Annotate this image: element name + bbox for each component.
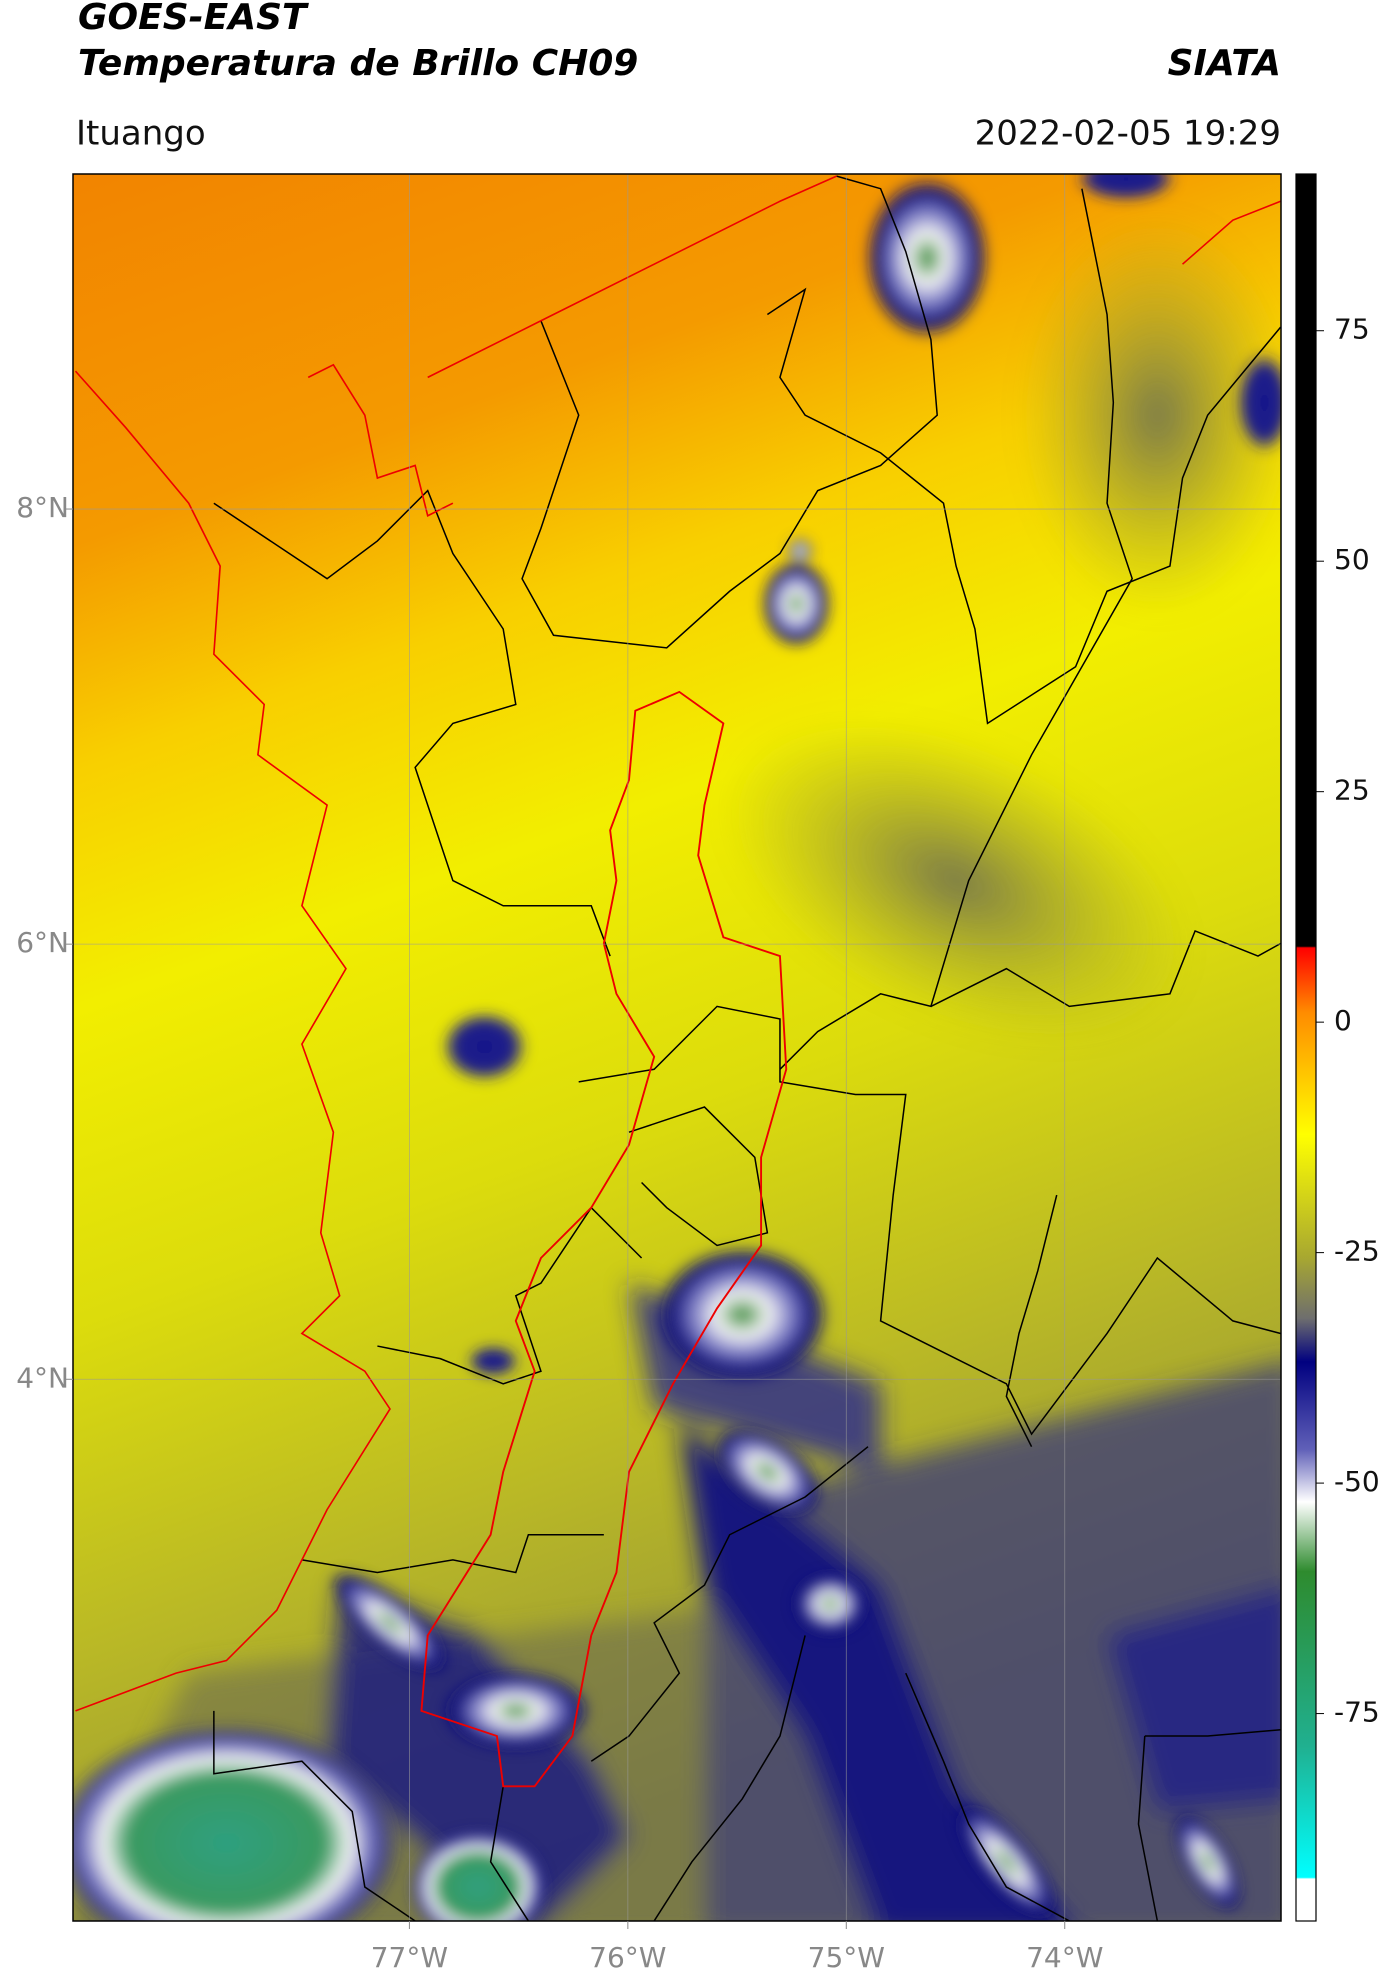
coastline [74,175,1281,1712]
colorbar-tick-label: 25 [1334,774,1370,807]
basin-outline [420,690,788,1788]
colorbar-tick-label: 0 [1334,1004,1352,1037]
title: GOES-EAST [78,0,309,38]
y-tick-label: 6°N [16,926,69,959]
datetime: 2022-02-05 19:29 [975,114,1281,154]
grid [73,174,1281,1921]
colorbar-tick-label: -25 [1334,1235,1380,1268]
map-frame [72,173,1282,1922]
x-tick-label: 75°W [808,1941,885,1974]
colorbar [1295,173,1317,1922]
subtitle: Temperatura de Brillo CH09 [78,43,638,84]
y-tick-label: 8°N [16,491,69,524]
colorbar-tick-label: 50 [1334,543,1370,576]
borders [213,175,1281,1921]
x-tick-label: 77°W [371,1941,448,1974]
x-tick-label: 74°W [1026,1941,1103,1974]
colorbar-tick-label: -75 [1334,1696,1380,1729]
location: Ituango [76,114,206,154]
y-tick-label: 4°N [16,1361,69,1394]
cloud-field [73,174,1281,1921]
x-tick-label: 76°W [589,1941,666,1974]
map [73,174,1281,1921]
colorbar-tick-label: 75 [1334,313,1370,346]
colorbar-tick-label: -50 [1334,1465,1380,1498]
source: SIATA [1168,43,1281,84]
